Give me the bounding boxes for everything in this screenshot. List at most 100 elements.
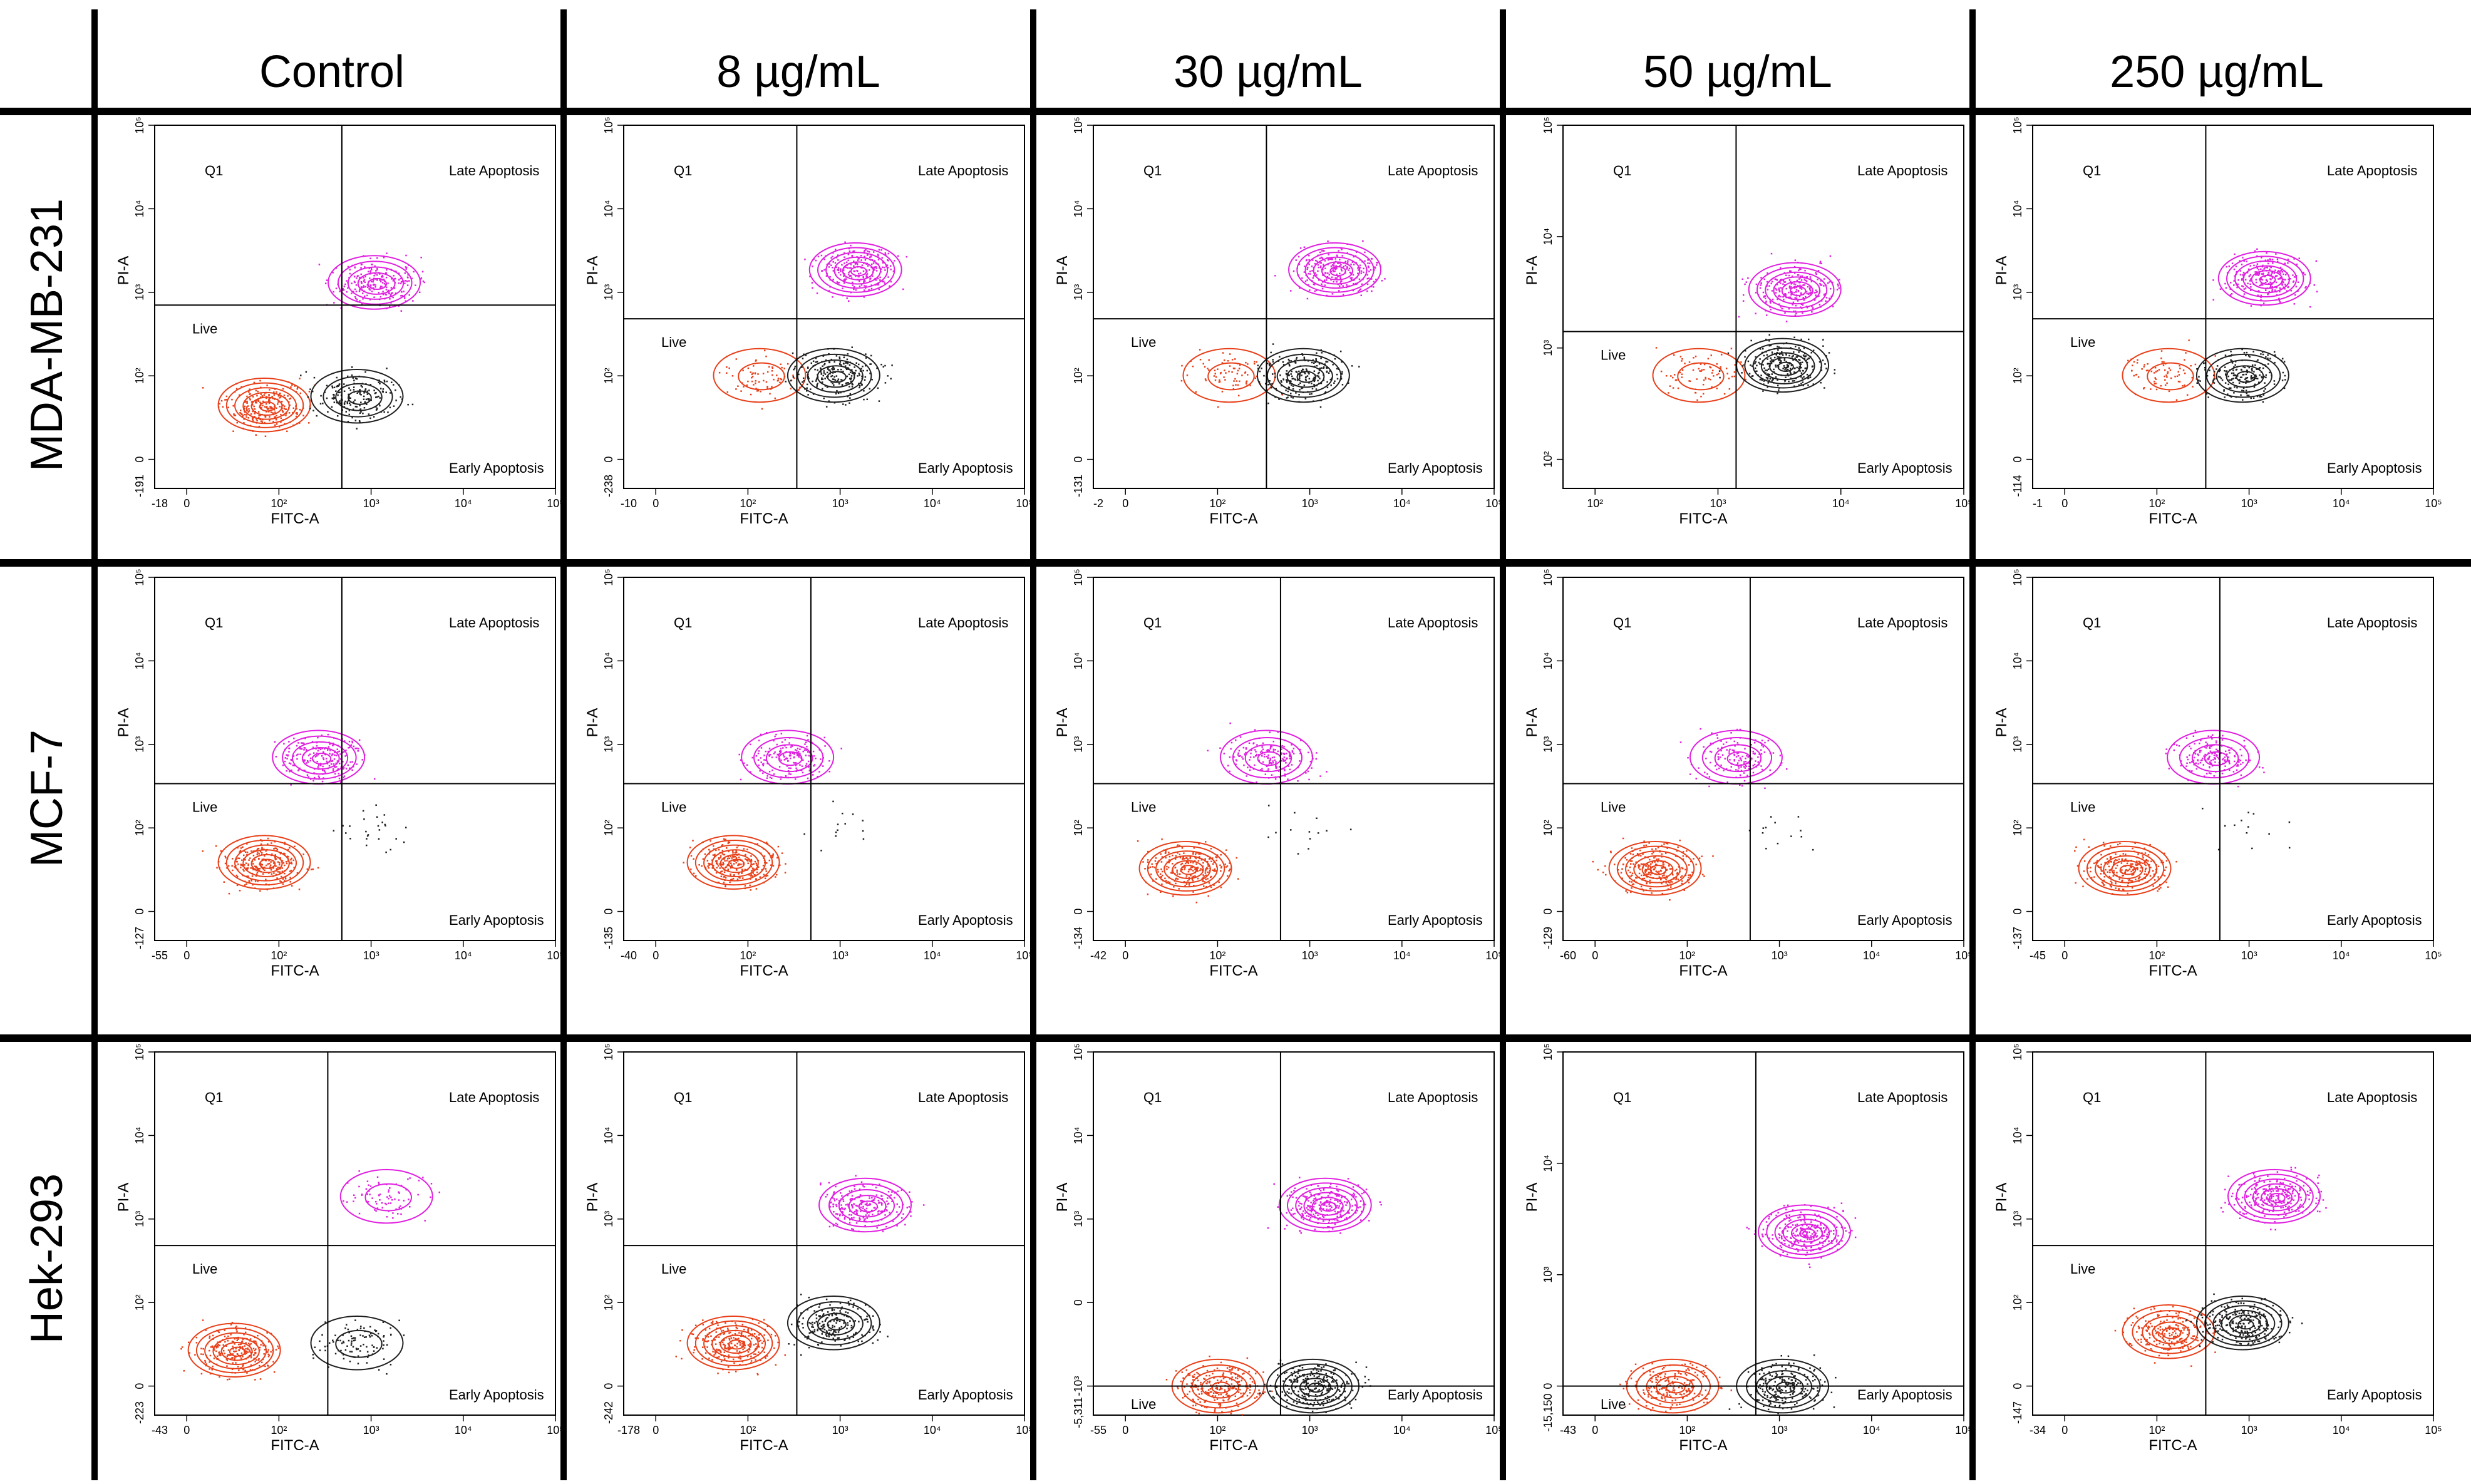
event-dot — [843, 262, 845, 264]
event-dot — [1316, 758, 1318, 760]
event-dot — [1646, 845, 1648, 847]
event-dot — [890, 281, 892, 283]
event-dot — [1660, 870, 1662, 872]
event-dot — [286, 431, 288, 433]
event-dot — [422, 271, 424, 273]
event-dot — [1820, 263, 1822, 265]
event-dot — [1348, 269, 1349, 271]
event-dot — [1663, 875, 1665, 877]
event-dot — [1256, 754, 1258, 756]
event-dot — [859, 286, 861, 287]
event-dot — [259, 890, 261, 892]
event-dot — [2242, 374, 2244, 376]
event-dot — [1304, 247, 1306, 249]
event-dot — [818, 255, 820, 257]
event-dot — [2294, 303, 2296, 305]
event-dot — [381, 276, 383, 278]
event-dot — [2214, 371, 2216, 373]
event-dot — [1810, 290, 1812, 292]
event-dot — [2225, 354, 2227, 356]
event-dot — [1785, 293, 1787, 295]
event-dot — [870, 256, 872, 258]
event-dot — [1763, 279, 1765, 281]
event-dot — [355, 378, 357, 379]
event-dot — [1326, 771, 1328, 773]
event-dot — [349, 825, 351, 827]
event-dot — [790, 380, 792, 382]
event-dot — [2304, 287, 2306, 289]
event-dot — [1795, 259, 1797, 261]
event-dot — [838, 267, 840, 269]
event-dot — [262, 395, 264, 397]
event-dot — [1219, 748, 1221, 750]
event-dot — [1212, 863, 1214, 865]
event-dot — [2258, 269, 2260, 271]
event-dot — [1311, 393, 1313, 395]
event-dot — [884, 267, 885, 269]
event-dot — [1192, 366, 1194, 368]
event-dot — [1261, 368, 1262, 369]
event-dot — [285, 757, 287, 759]
event-dot — [273, 872, 275, 874]
event-dot — [745, 858, 746, 860]
event-dot — [2184, 373, 2186, 374]
event-dot — [1820, 284, 1822, 286]
event-dot — [733, 874, 735, 876]
event-dot — [392, 297, 394, 299]
event-dot — [1784, 369, 1786, 371]
event-dot — [758, 759, 760, 761]
event-dot — [1350, 828, 1352, 830]
event-dot — [2239, 382, 2241, 384]
event-dot — [1341, 371, 1343, 373]
event-dot — [2251, 375, 2252, 377]
event-dot — [1341, 281, 1343, 282]
event-dot — [765, 751, 767, 753]
event-dot — [1703, 384, 1705, 386]
event-dot — [271, 411, 272, 413]
event-dot — [1795, 297, 1797, 299]
event-dot — [1755, 312, 1757, 314]
event-dot — [1299, 378, 1301, 380]
event-dot — [1160, 853, 1162, 855]
event-dot — [2212, 381, 2214, 383]
event-dot — [1309, 273, 1311, 275]
event-dot — [828, 771, 830, 773]
event-dot — [728, 841, 730, 843]
event-dot — [820, 368, 822, 369]
event-dot — [1798, 347, 1800, 349]
event-dot — [788, 773, 790, 775]
event-dot — [2163, 361, 2165, 363]
event-dot — [2164, 379, 2166, 381]
event-dot — [723, 876, 725, 878]
event-dot — [1270, 748, 1272, 750]
event-dot — [797, 748, 799, 750]
event-dot — [281, 867, 283, 869]
event-dot — [376, 268, 378, 270]
event-dot — [2203, 363, 2205, 364]
event-dot — [2240, 270, 2242, 272]
event-dot — [835, 832, 837, 833]
event-dot — [701, 865, 703, 867]
event-dot — [289, 870, 291, 872]
event-dot — [1208, 359, 1210, 361]
x-tick-label: 10⁴ — [455, 497, 472, 510]
event-dot — [1269, 731, 1271, 733]
event-dot — [1261, 768, 1263, 770]
event-dot — [1810, 376, 1812, 378]
quadrant-label-q1: Q1 — [1613, 163, 1631, 178]
event-dot — [1247, 374, 1249, 376]
event-dot — [1286, 370, 1288, 372]
event-dot — [272, 408, 274, 410]
event-dot — [317, 766, 319, 768]
event-dot — [1654, 867, 1656, 869]
event-dot — [286, 754, 287, 756]
y-min-label: -131 — [1072, 475, 1085, 497]
event-dot — [266, 407, 267, 409]
event-dot — [1205, 841, 1207, 843]
event-dot — [373, 389, 375, 391]
event-dot — [864, 289, 865, 291]
event-dot — [2229, 379, 2231, 381]
event-dot — [2164, 376, 2165, 378]
event-dot — [1318, 373, 1319, 374]
event-dot — [795, 366, 797, 368]
